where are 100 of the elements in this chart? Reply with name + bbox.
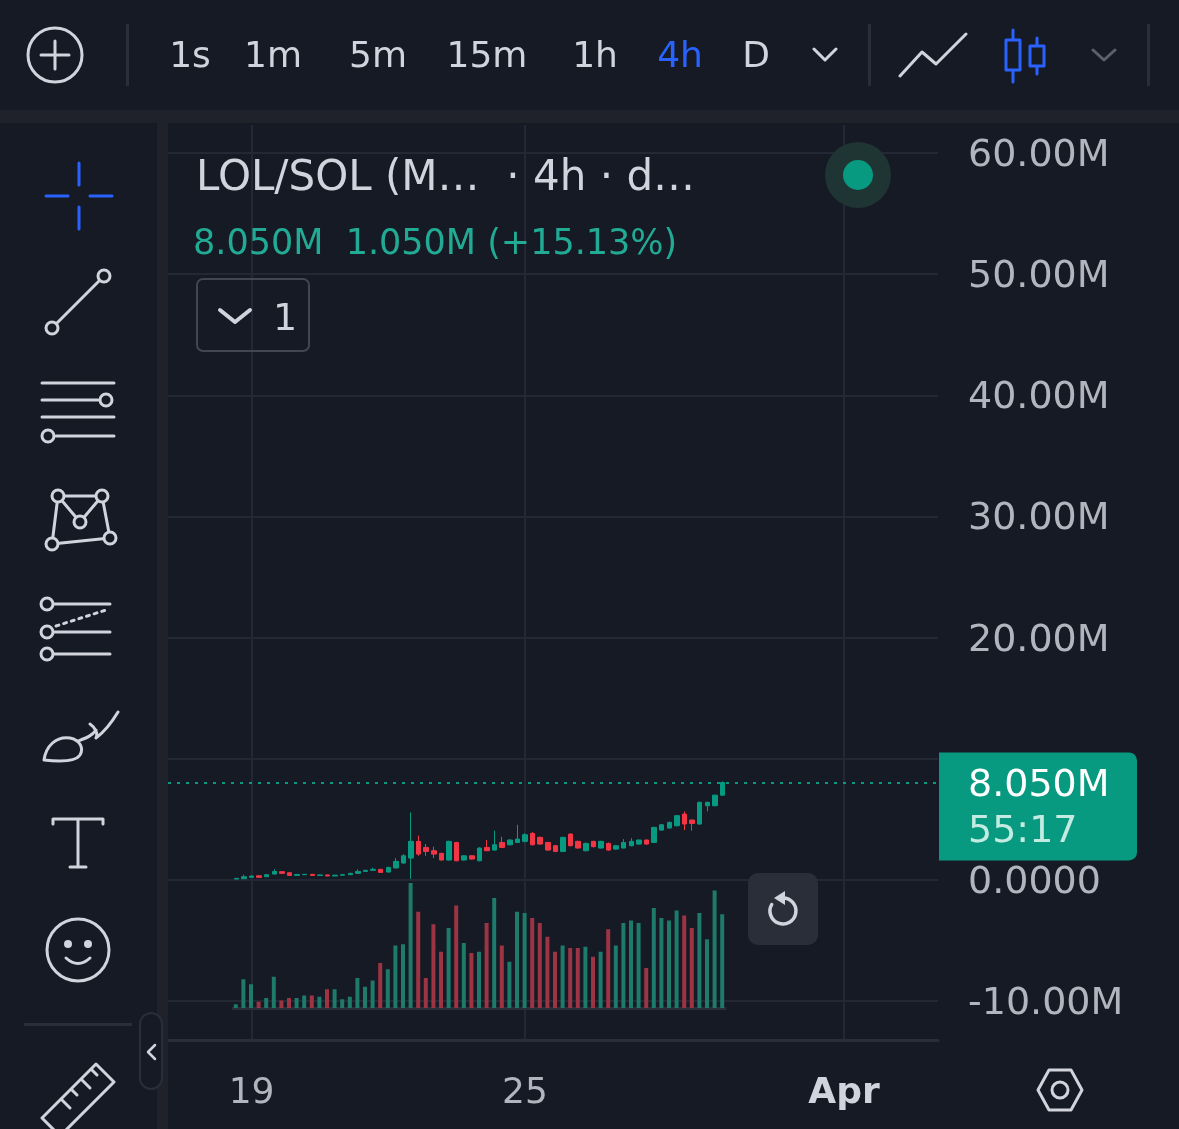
text: LOL/SOL (M… · 4h · d… — [196, 151, 696, 200]
candlestick — [279, 870, 285, 875]
bar — [287, 998, 291, 1008]
bar — [712, 890, 717, 1008]
y-tick-label: 60.00M — [968, 130, 1110, 175]
text: 8.050M 1.050M (+15.13%) — [193, 221, 678, 262]
candlestick — [386, 866, 391, 874]
candlestick — [401, 853, 406, 865]
candlestick — [469, 854, 475, 861]
candlestick — [712, 794, 718, 807]
bar — [575, 948, 580, 1008]
text: D — [742, 34, 770, 75]
candlestick — [423, 843, 429, 857]
candlestick — [393, 857, 399, 870]
candlestick — [545, 841, 551, 852]
candlestick — [507, 838, 513, 846]
candlestick — [378, 868, 383, 874]
bar — [689, 928, 694, 1008]
bar — [522, 913, 527, 1008]
bar — [621, 923, 626, 1008]
bar — [401, 944, 405, 1008]
candlestick — [348, 872, 353, 876]
bar — [461, 943, 466, 1008]
bar — [378, 963, 383, 1008]
candlestick — [241, 874, 247, 880]
candlestick — [408, 811, 414, 880]
bar — [454, 905, 459, 1008]
y-tick-label: 20.00M — [968, 615, 1110, 660]
candlestick — [355, 868, 361, 875]
bar — [644, 968, 649, 1008]
bar — [423, 978, 428, 1008]
bar — [264, 998, 269, 1008]
bar — [629, 920, 633, 1008]
y-tick-label: -10.00M — [968, 979, 1124, 1024]
bar — [613, 945, 618, 1008]
candlestick — [674, 814, 680, 827]
candlestick — [492, 830, 497, 852]
bar — [591, 956, 595, 1008]
toggle-button: 1 — [196, 278, 310, 352]
bar — [294, 998, 299, 1008]
bar — [241, 979, 246, 1008]
candlestick — [553, 844, 558, 853]
candlestick — [317, 874, 323, 877]
candlestick — [234, 877, 239, 880]
bar — [720, 914, 725, 1008]
candlestick — [667, 821, 672, 830]
candlestick — [613, 844, 619, 851]
text: 1s — [169, 34, 211, 75]
candlestick — [310, 873, 315, 877]
bar — [636, 923, 641, 1008]
bar — [682, 915, 687, 1008]
bar — [317, 996, 322, 1008]
bar — [606, 929, 611, 1008]
candlestick — [606, 841, 611, 852]
candlestick — [644, 838, 649, 846]
bar — [568, 948, 573, 1008]
bar — [667, 920, 671, 1008]
bar — [302, 995, 307, 1008]
text: 5m — [349, 34, 407, 75]
candlestick — [522, 832, 528, 843]
bar — [651, 908, 656, 1008]
bar — [309, 995, 314, 1008]
annotation: 1 — [272, 295, 298, 339]
bar — [705, 939, 709, 1008]
candlestick — [416, 835, 421, 857]
bar — [355, 978, 360, 1008]
bar — [583, 946, 588, 1008]
candlestick — [264, 873, 269, 878]
y-tick-label: 50.00M — [968, 252, 1110, 297]
candlestick — [682, 810, 687, 831]
candlestick — [537, 835, 543, 846]
candlestick — [659, 823, 664, 832]
candlestick — [370, 867, 376, 872]
candlestick — [591, 840, 596, 848]
bar — [393, 945, 398, 1008]
candlestick — [499, 836, 505, 849]
candlestick — [629, 837, 634, 847]
text: 55:17 — [968, 807, 1078, 852]
bar — [249, 984, 253, 1008]
candlestick — [446, 840, 452, 862]
x-tick-label: 19 — [228, 1069, 275, 1111]
candlestick — [431, 846, 437, 859]
bar — [530, 918, 535, 1008]
candlestick — [272, 868, 277, 875]
x-tick-label: 25 — [502, 1069, 548, 1111]
bar — [347, 996, 352, 1008]
candlestick — [575, 840, 581, 850]
bar — [598, 951, 603, 1008]
bar — [659, 918, 664, 1008]
bar — [408, 883, 413, 1008]
bar — [537, 923, 542, 1008]
bar — [492, 898, 497, 1008]
bar — [515, 911, 519, 1008]
candlestick — [651, 826, 657, 844]
candlestick — [363, 869, 368, 873]
candlestick — [560, 836, 566, 853]
bar — [332, 989, 337, 1008]
candlestick — [705, 801, 710, 812]
bar — [271, 976, 276, 1008]
bar — [446, 928, 451, 1008]
